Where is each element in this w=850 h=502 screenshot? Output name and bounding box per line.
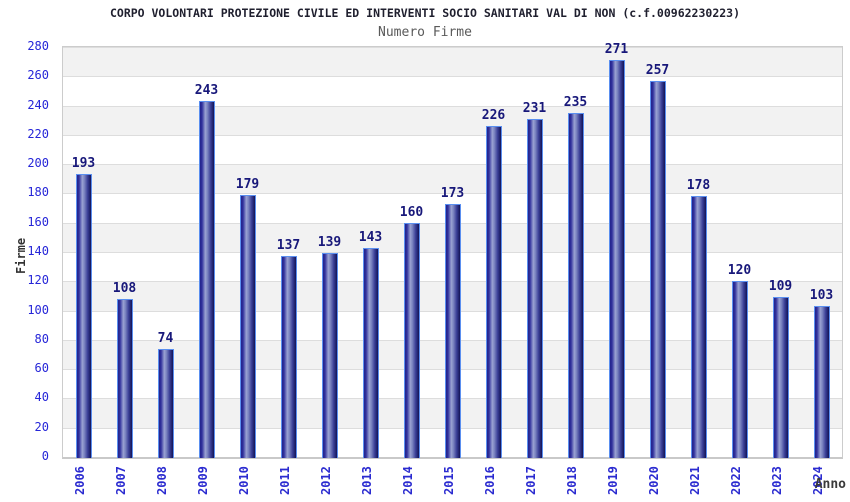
y-tick-label: 120 [0, 273, 49, 287]
bar-value-label: 243 [177, 84, 237, 98]
x-tick-label-2008: 2008 [155, 460, 175, 502]
x-tick-label-2011: 2011 [278, 460, 298, 502]
grid-band [63, 47, 842, 76]
chart-subtitle: Numero Firme [0, 25, 850, 40]
bar-value-label: 271 [587, 43, 647, 57]
x-tick-label-2012: 2012 [319, 460, 339, 502]
bar-2021 [691, 196, 707, 458]
chart-title: CORPO VOLONTARI PROTEZIONE CIVILE ED INT… [0, 6, 850, 20]
bar-2006 [76, 174, 92, 458]
bar-value-label: 235 [546, 96, 606, 110]
x-tick-label-2017: 2017 [524, 460, 544, 502]
bar-value-label: 179 [218, 178, 278, 192]
bar-value-label: 120 [710, 264, 770, 278]
bar-2007 [117, 299, 133, 458]
y-tick-label: 80 [0, 332, 49, 346]
x-tick-label-2020: 2020 [647, 460, 667, 502]
bar-2014 [404, 223, 420, 458]
bar-value-label: 103 [792, 289, 850, 303]
bar-2010 [240, 195, 256, 458]
bar-2022 [732, 281, 748, 458]
bar-2020 [650, 81, 666, 458]
bar-value-label: 74 [136, 332, 196, 346]
y-tick-label: 280 [0, 39, 49, 53]
bar-2008 [158, 349, 174, 458]
bar-value-label: 160 [382, 206, 442, 220]
x-tick-label-2009: 2009 [196, 460, 216, 502]
y-tick-label: 160 [0, 215, 49, 229]
x-tick-label-2023: 2023 [770, 460, 790, 502]
y-tick-label: 60 [0, 361, 49, 375]
bar-value-label: 173 [423, 187, 483, 201]
bar-2024 [814, 306, 830, 458]
bar-2009 [199, 101, 215, 458]
x-tick-label-2016: 2016 [483, 460, 503, 502]
x-axis-label: Anno [815, 477, 846, 492]
y-tick-label: 0 [0, 449, 49, 463]
bar-2011 [281, 256, 297, 458]
bar-2016 [486, 126, 502, 458]
bar-2023 [773, 297, 789, 458]
bar-value-label: 108 [95, 282, 155, 296]
y-tick-label: 40 [0, 390, 49, 404]
bar-2017 [527, 119, 543, 458]
bar-value-label: 257 [628, 64, 688, 78]
bar-2018 [568, 113, 584, 458]
x-tick-label-2007: 2007 [114, 460, 134, 502]
x-tick-label-2019: 2019 [606, 460, 626, 502]
bar-2015 [445, 204, 461, 458]
x-tick-label-2013: 2013 [360, 460, 380, 502]
x-tick-label-2006: 2006 [73, 460, 93, 502]
bar-value-label: 178 [669, 179, 729, 193]
y-tick-label: 140 [0, 244, 49, 258]
y-tick-label: 180 [0, 185, 49, 199]
x-tick-label-2010: 2010 [237, 460, 257, 502]
grid-band [63, 106, 842, 135]
y-tick-label: 240 [0, 98, 49, 112]
x-tick-label-2022: 2022 [729, 460, 749, 502]
y-tick-label: 100 [0, 303, 49, 317]
x-tick-label-2015: 2015 [442, 460, 462, 502]
bar-value-label: 143 [341, 231, 401, 245]
bar-2019 [609, 60, 625, 458]
x-tick-label-2014: 2014 [401, 460, 421, 502]
y-tick-label: 200 [0, 156, 49, 170]
y-tick-label: 220 [0, 127, 49, 141]
y-tick-label: 20 [0, 420, 49, 434]
grid-band [63, 135, 842, 164]
bar-value-label: 193 [54, 157, 114, 171]
y-tick-label: 260 [0, 68, 49, 82]
bar-2012 [322, 253, 338, 458]
x-tick-label-2021: 2021 [688, 460, 708, 502]
x-tick-label-2018: 2018 [565, 460, 585, 502]
bar-2013 [363, 248, 379, 458]
